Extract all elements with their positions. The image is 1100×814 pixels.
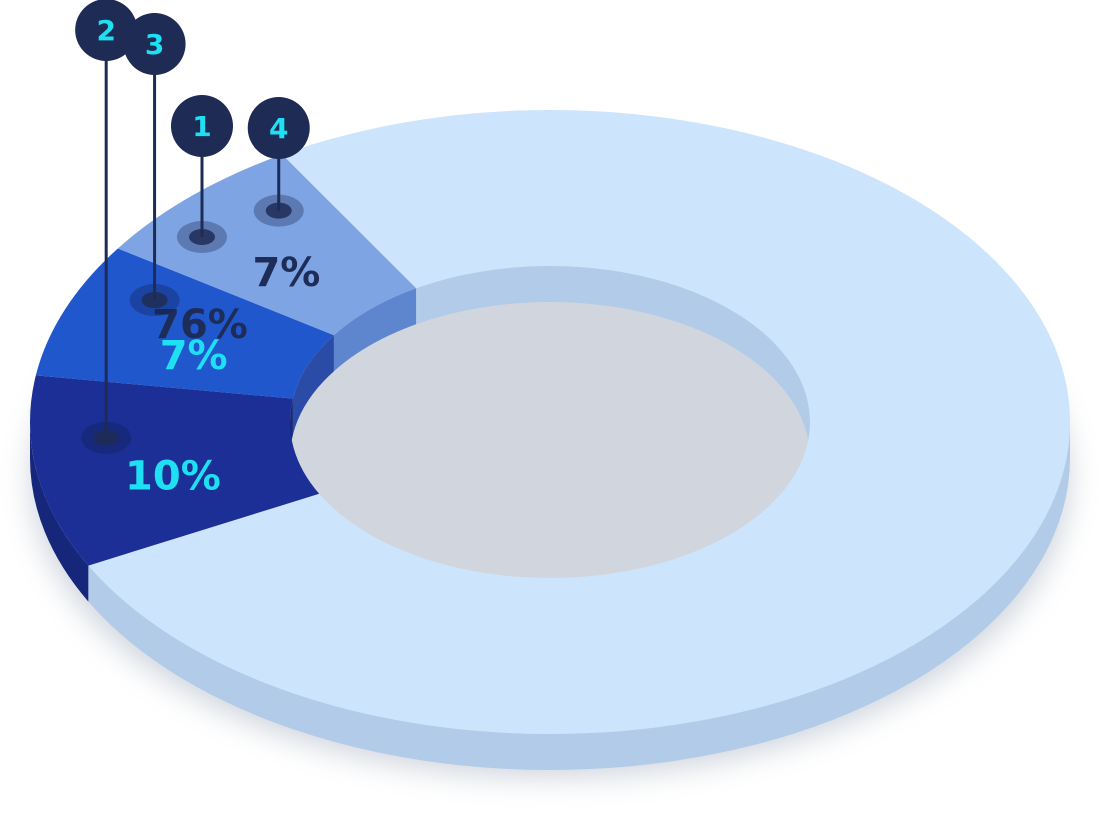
- marker-3-number: 3: [145, 28, 164, 61]
- slice-3-percent-label: 7%: [160, 333, 228, 379]
- marker-1-number: 1: [192, 110, 211, 143]
- marker-2-badge: [75, 0, 138, 61]
- slice-1: [88, 109, 1071, 734]
- slice-4: [117, 154, 417, 336]
- slice-3: [35, 248, 334, 399]
- slice-4-inner-wall: [333, 288, 417, 372]
- donut-sides: [30, 422, 1071, 770]
- marker-2-number: 2: [96, 14, 115, 47]
- slice-markers: 1 2 3 4: [75, 0, 310, 454]
- slice-4-percent-label: 7%: [252, 250, 320, 296]
- marker-4-badge: [247, 97, 310, 159]
- marker-3-badge: [123, 13, 186, 75]
- slice-3-inner-wall: [292, 335, 334, 435]
- marker-4-number: 4: [269, 112, 288, 145]
- marker-1-badge: [171, 95, 233, 157]
- donut-top-faces: [30, 109, 1071, 734]
- slice-1-inner-wall: [416, 265, 811, 458]
- slice-2-percent-label: 10%: [125, 453, 221, 499]
- slice-2-outer-wall: [30, 422, 89, 602]
- slice-2: [30, 375, 320, 566]
- slice-labels: 76% 10% 7% 7%: [125, 250, 320, 500]
- slice-1-percent-label: 76%: [152, 302, 248, 348]
